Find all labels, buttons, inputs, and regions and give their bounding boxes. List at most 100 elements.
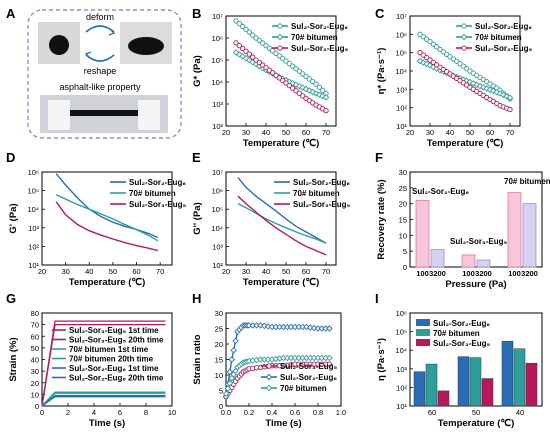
- data-point-circle: [326, 361, 333, 367]
- x-tick-label: 50: [282, 128, 290, 137]
- data-point-diamond: [239, 53, 246, 60]
- y-tick-label: 10³: [28, 224, 39, 233]
- bar: [415, 200, 430, 268]
- y-tick-label: 10⁵: [28, 187, 39, 196]
- y-tick-label: 10³: [212, 100, 223, 109]
- x-axis-label: Temperature (℃): [243, 138, 319, 149]
- data-point-circle: [461, 45, 467, 51]
- legend-label: 70# bitumen: [291, 33, 338, 42]
- x-tick-label: 0.4: [267, 408, 277, 417]
- reshape-label: reshape: [84, 66, 117, 76]
- x-tick-label: 70: [506, 128, 514, 137]
- data-point-circle: [296, 90, 302, 96]
- x-tick-label: 60: [486, 128, 494, 137]
- panel-label-f: F: [375, 150, 383, 165]
- legend-label: Sul₂-Sor₂-Eug₆: [280, 373, 337, 382]
- y-tick-label: 10⁵: [212, 205, 223, 214]
- panel-label-b: B: [192, 6, 201, 21]
- data-point-diamond: [310, 324, 318, 332]
- chart-h: 0.0 0.2 0.4 0.6 0.8 1.0 0 5 10 15 20 25 30 Time (s) St…: [192, 309, 346, 429]
- x-tick-label: 30: [426, 128, 434, 137]
- right-glove-image: [138, 100, 160, 130]
- data-point-circle: [290, 63, 296, 69]
- data-point-circle: [283, 58, 289, 64]
- data-point-diamond: [226, 380, 234, 387]
- data-point-circle: [303, 73, 309, 80]
- panel-letters: A B C D E F G H I: [6, 6, 385, 306]
- x-tick-label: 20: [38, 267, 46, 276]
- data-point-circle: [277, 45, 283, 51]
- x-tick-label: 60: [302, 267, 310, 276]
- y-axis-label: G' (Pa): [8, 203, 19, 233]
- y-tick-label: 10¹: [396, 122, 407, 131]
- y-tick-label: 10⁴: [395, 67, 407, 76]
- y-tick-label: 10⁷: [212, 12, 223, 21]
- data-point-circle: [323, 107, 329, 114]
- x-tick-label: 40: [262, 267, 270, 276]
- y-axis-label: η* (Pa·s⁻¹): [376, 48, 387, 95]
- legend-label: 70# bitumen 1st time: [69, 345, 149, 354]
- legend-label: Sul₂-Sor₃-Eug₅ 1st time: [69, 326, 159, 335]
- x-tick-label: 50: [472, 408, 480, 417]
- y-tick-label: 10⁴: [27, 205, 39, 214]
- panel-label-i: I: [375, 291, 379, 306]
- data-point-circle: [300, 71, 306, 77]
- y-tick-label: 25: [399, 184, 407, 193]
- data-point-circle: [246, 51, 252, 57]
- bar: [469, 357, 482, 407]
- group-label: Sul₂-Sor₃-Eug₅: [450, 237, 507, 246]
- bar: [525, 362, 538, 407]
- x-axis-label: Pressure (Pa): [445, 279, 506, 290]
- legend-swatch: [416, 319, 430, 326]
- legend-label: 70# bitumen: [293, 189, 340, 198]
- y-tick-label: 30: [399, 168, 407, 177]
- y-tick-label: 10⁷: [396, 12, 407, 21]
- data-point-circle: [276, 75, 282, 81]
- chart-e: 20 30 40 50 60 70 10² 10³ 10⁴ 10⁵ 10⁶ 10⁷ Temperatur…: [192, 168, 350, 288]
- data-point-circle: [434, 44, 440, 50]
- legend-label: Sul₂-Sor₃-Eug₅: [129, 200, 186, 209]
- y-tick-label: 20: [31, 379, 39, 388]
- asphalt-caption: asphalt-like property: [59, 82, 141, 92]
- y-tick-label: 10⁶: [396, 309, 407, 318]
- legend-label: Sul₂-Sor₃-Eug₅: [291, 44, 348, 53]
- data-point-circle: [306, 76, 312, 82]
- y-tick-label: 10¹: [396, 402, 407, 411]
- data-point-circle: [293, 88, 299, 94]
- data-point-circle: [246, 29, 252, 35]
- y-tick-label: 0: [35, 402, 39, 411]
- x-tick-label: 0.8: [313, 408, 323, 417]
- x-tick-label: 50: [109, 267, 117, 276]
- bar: [501, 341, 514, 407]
- x-tick-label: 40: [85, 267, 93, 276]
- data-point-diamond: [265, 384, 273, 392]
- data-point-diamond: [228, 356, 235, 363]
- x-tick-label: 10: [168, 408, 176, 417]
- x-tick-label: 0: [40, 408, 44, 417]
- x-axis-label: Temperature (℃): [427, 138, 503, 149]
- series-line: [237, 195, 327, 256]
- asphalt-disc-image: [128, 37, 164, 55]
- bar-tick-label: 100: [508, 269, 521, 278]
- data-point-diamond: [496, 90, 504, 97]
- data-point-circle: [280, 55, 286, 62]
- data-point-circle: [313, 81, 319, 87]
- data-point-circle: [316, 84, 322, 90]
- x-tick-label: 30: [61, 267, 69, 276]
- plot-frame: [41, 171, 173, 266]
- deform-label: deform: [86, 12, 114, 22]
- x-tick-label: 40: [516, 408, 524, 417]
- data-point-diamond: [319, 92, 326, 100]
- y-axis-label: Strain (%): [8, 337, 19, 381]
- y-tick-label: 10²: [212, 261, 223, 270]
- legend-label: Sul₂-Sor₂-Eug₆ 20th time: [69, 374, 164, 383]
- y-tick-label: 10⁴: [211, 78, 223, 87]
- data-point-circle: [256, 59, 262, 66]
- x-tick-label: 60: [302, 128, 310, 137]
- y-tick-label: 10⁶: [396, 30, 407, 39]
- y-tick-label: 10¹: [28, 261, 39, 270]
- x-tick-label: 1.0: [336, 408, 346, 417]
